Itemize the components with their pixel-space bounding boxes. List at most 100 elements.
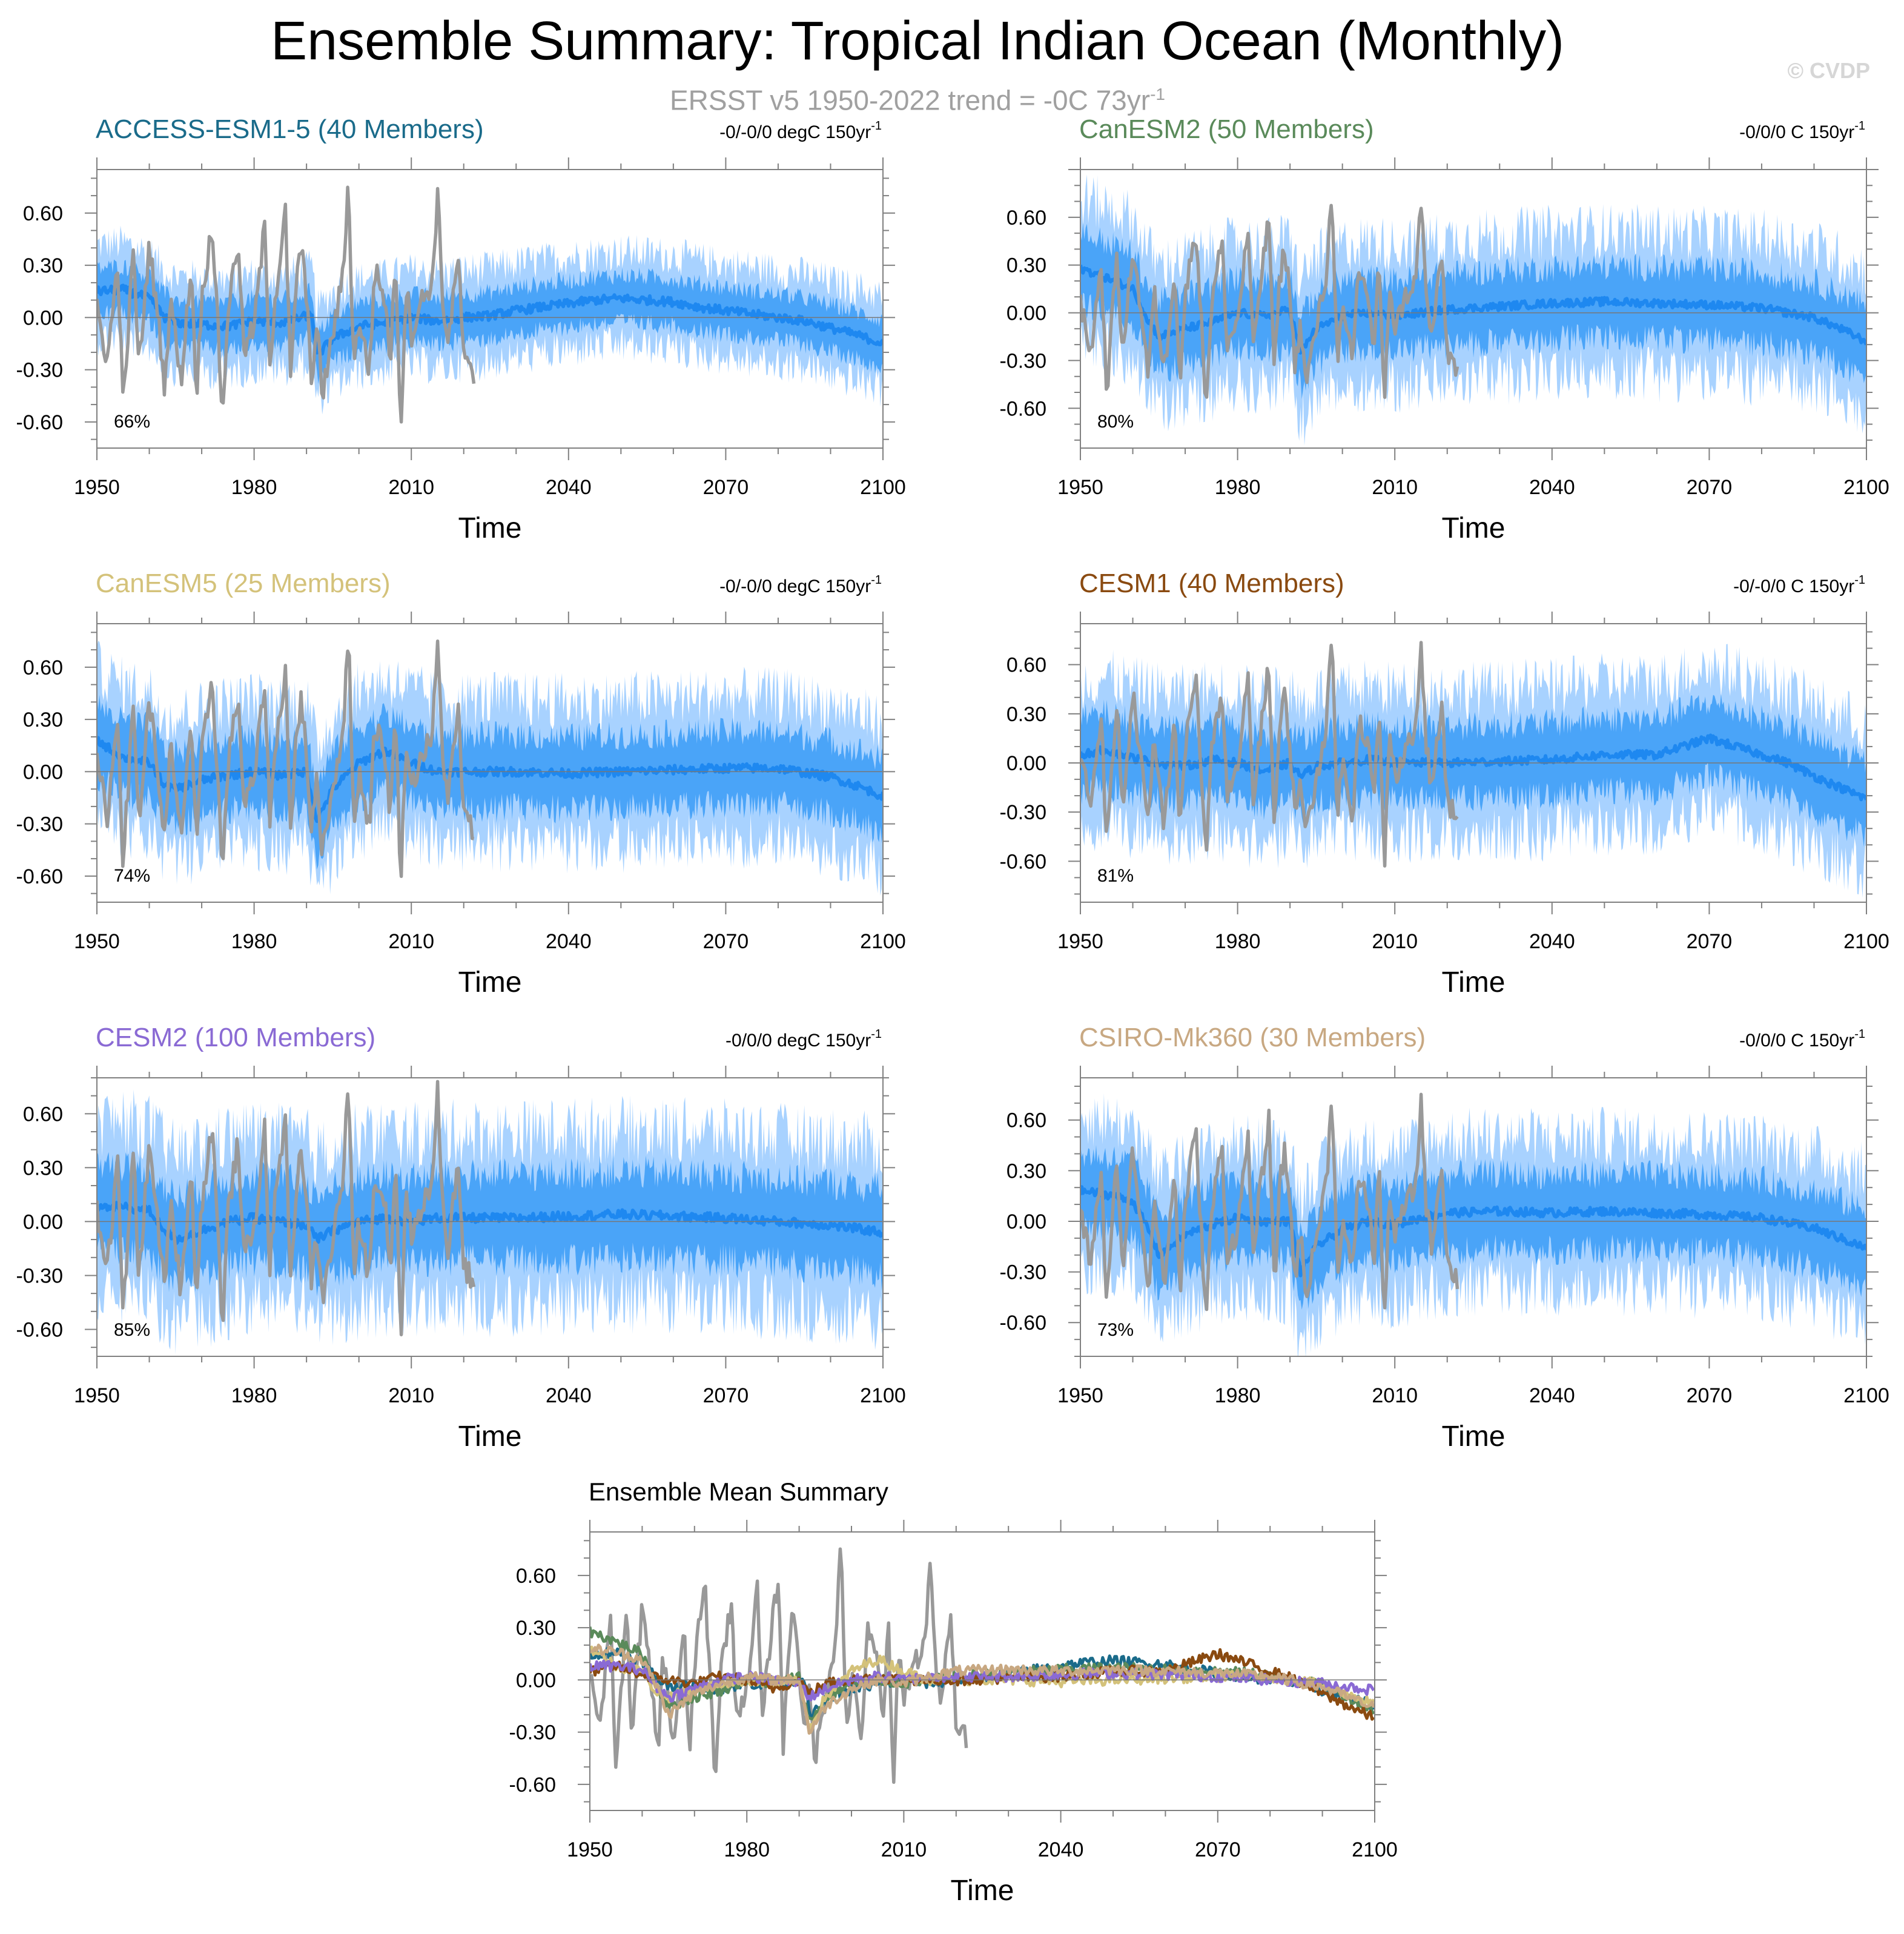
plot-area (97, 185, 883, 424)
y-tick-label: 0.30 (516, 1617, 556, 1640)
panel-5: -0.60 -0.30 0.00 0.30 0.60 1950 1980 2010 2040 20… (16, 1023, 906, 1453)
x-tick-label: 2100 (1352, 1838, 1398, 1861)
x-tick-label: 1950 (74, 930, 120, 953)
y-tick-label: -0.30 (1000, 1261, 1047, 1284)
trend-label: -0/-0/0 degC 150yr-1 (719, 573, 882, 596)
plot-frame (96, 623, 884, 903)
x-tick-label: 2070 (1195, 1838, 1241, 1861)
y-tick-label: 0.00 (23, 306, 63, 329)
panel-title: CanESM5 (25 Members) (96, 569, 391, 598)
x-tick-label: 2070 (703, 476, 749, 499)
x-tick-label: 1950 (74, 476, 120, 499)
panel-title: Ensemble Mean Summary (589, 1477, 888, 1506)
x-tick-label: 1950 (1057, 930, 1103, 953)
trend-text: -0/-0/0 C 150yr (1733, 576, 1854, 596)
y-tick-label: 0.60 (1007, 654, 1046, 677)
panel-3: -0.60 -0.30 0.00 0.30 0.60 1950 1980 2010 2040 20… (16, 569, 906, 998)
x-axis-title: Time (951, 1875, 1014, 1907)
x-tick-label: 2100 (860, 930, 906, 953)
spread-band-inner (1080, 694, 1866, 847)
y-tick-label: 0.60 (23, 656, 63, 679)
observed-series-line (97, 185, 476, 424)
trend-superscript: -1 (871, 119, 882, 133)
x-tick-label: 2010 (1372, 476, 1418, 499)
x-tick-label: 2040 (546, 930, 592, 953)
percent-label: 66% (114, 412, 150, 432)
y-tick-label: -0.30 (509, 1721, 557, 1744)
x-tick-label: 2010 (388, 930, 434, 953)
trend-text: -0/-0/0 degC 150yr (719, 122, 871, 142)
plot-frame (96, 169, 884, 449)
plot-area (1080, 1092, 1866, 1356)
percent-label: 85% (114, 1320, 150, 1340)
trend-superscript: -1 (871, 573, 882, 587)
spread-band-inner (97, 1150, 883, 1296)
percent-label: 81% (1097, 866, 1134, 886)
percent-label: 80% (1097, 412, 1134, 432)
x-axis-title: Time (458, 512, 522, 544)
plot-frame (589, 1531, 1375, 1811)
page-subtitle: ERSST v5 1950-2022 trend = -0C 73yr-1 (0, 78, 1835, 117)
y-tick-label: -0.30 (16, 359, 64, 382)
trend-label: -0/0/0 C 150yr-1 (1739, 119, 1865, 142)
panel-6: -0.60 -0.30 0.00 0.30 0.60 1950 1980 2010 2040 20… (1000, 1023, 1889, 1453)
subtitle-text: ERSST v5 1950-2022 trend = -0C 73yr (669, 84, 1151, 116)
plot-area (1080, 174, 1866, 446)
observed-series-line (1080, 1092, 1459, 1312)
x-tick-label: 1980 (724, 1838, 770, 1861)
panel-4: -0.60 -0.30 0.00 0.30 0.60 1950 1980 2010 2040 20… (1000, 569, 1889, 998)
x-tick-label: 2010 (1372, 1384, 1418, 1407)
percent-label: 74% (114, 866, 150, 886)
y-tick-label: 0.30 (1007, 254, 1046, 277)
trend-label: -0/-0/0 C 150yr-1 (1733, 573, 1865, 596)
x-tick-label: 2010 (1372, 930, 1418, 953)
observed-series-line (97, 639, 475, 879)
plot-area (97, 1080, 883, 1355)
spread-band-inner (1080, 1143, 1866, 1310)
x-tick-label: 2100 (1843, 930, 1889, 953)
x-tick-label: 1980 (231, 476, 277, 499)
y-tick-label: 0.60 (1007, 206, 1046, 229)
trend-text: -0/0/0 degC 150yr (726, 1031, 871, 1051)
y-tick-label: 0.00 (1007, 752, 1046, 775)
x-tick-label: 2010 (388, 1384, 434, 1407)
y-tick-label: -0.30 (1000, 349, 1047, 372)
subtitle-superscript: -1 (1150, 85, 1165, 104)
y-tick-label: 0.00 (516, 1669, 556, 1692)
y-tick-label: -0.60 (16, 411, 64, 434)
trend-label: -0/0/0 degC 150yr-1 (726, 1028, 882, 1051)
x-axis-title: Time (458, 966, 522, 998)
x-tick-label: 1950 (74, 1384, 120, 1407)
plot-area (97, 639, 883, 896)
x-tick-label: 2040 (546, 476, 592, 499)
x-tick-label: 1950 (1057, 1384, 1103, 1407)
x-tick-label: 2070 (1687, 1384, 1733, 1407)
trend-superscript: -1 (1854, 1028, 1865, 1041)
x-tick-label: 2100 (860, 1384, 906, 1407)
trend-text: -0/0/0 C 150yr (1739, 122, 1854, 142)
x-tick-label: 2100 (1843, 1384, 1889, 1407)
panel-1: -0.60 -0.30 0.00 0.30 0.60 1950 1980 2010 2040 20… (16, 114, 906, 544)
y-tick-label: 0.60 (23, 1103, 63, 1126)
trend-text: -0/0/0 C 150yr (1739, 1031, 1854, 1051)
y-tick-label: -0.60 (16, 865, 64, 888)
x-tick-label: 1980 (1215, 1384, 1261, 1407)
x-tick-label: 1980 (1215, 930, 1261, 953)
x-tick-label: 2070 (1687, 930, 1733, 953)
x-tick-label: 2010 (881, 1838, 927, 1861)
trend-superscript: -1 (1854, 119, 1865, 133)
x-axis-title: Time (458, 1421, 522, 1453)
panel-title: CESM2 (100 Members) (96, 1023, 375, 1052)
x-tick-label: 2040 (1529, 1384, 1575, 1407)
x-axis-title: Time (1442, 1421, 1506, 1453)
x-tick-label: 2040 (1529, 476, 1575, 499)
x-axis-title: Time (1442, 966, 1506, 998)
observed-series-line (97, 1080, 476, 1336)
panel-2: -0.60 -0.30 0.00 0.30 0.60 1950 1980 2010 2040 20… (1000, 114, 1889, 544)
y-tick-label: 0.30 (1007, 703, 1046, 726)
x-tick-label: 1980 (231, 1384, 277, 1407)
trend-superscript: -1 (871, 1028, 882, 1041)
y-tick-label: 0.00 (1007, 1210, 1046, 1233)
plot-frame (1080, 169, 1867, 449)
